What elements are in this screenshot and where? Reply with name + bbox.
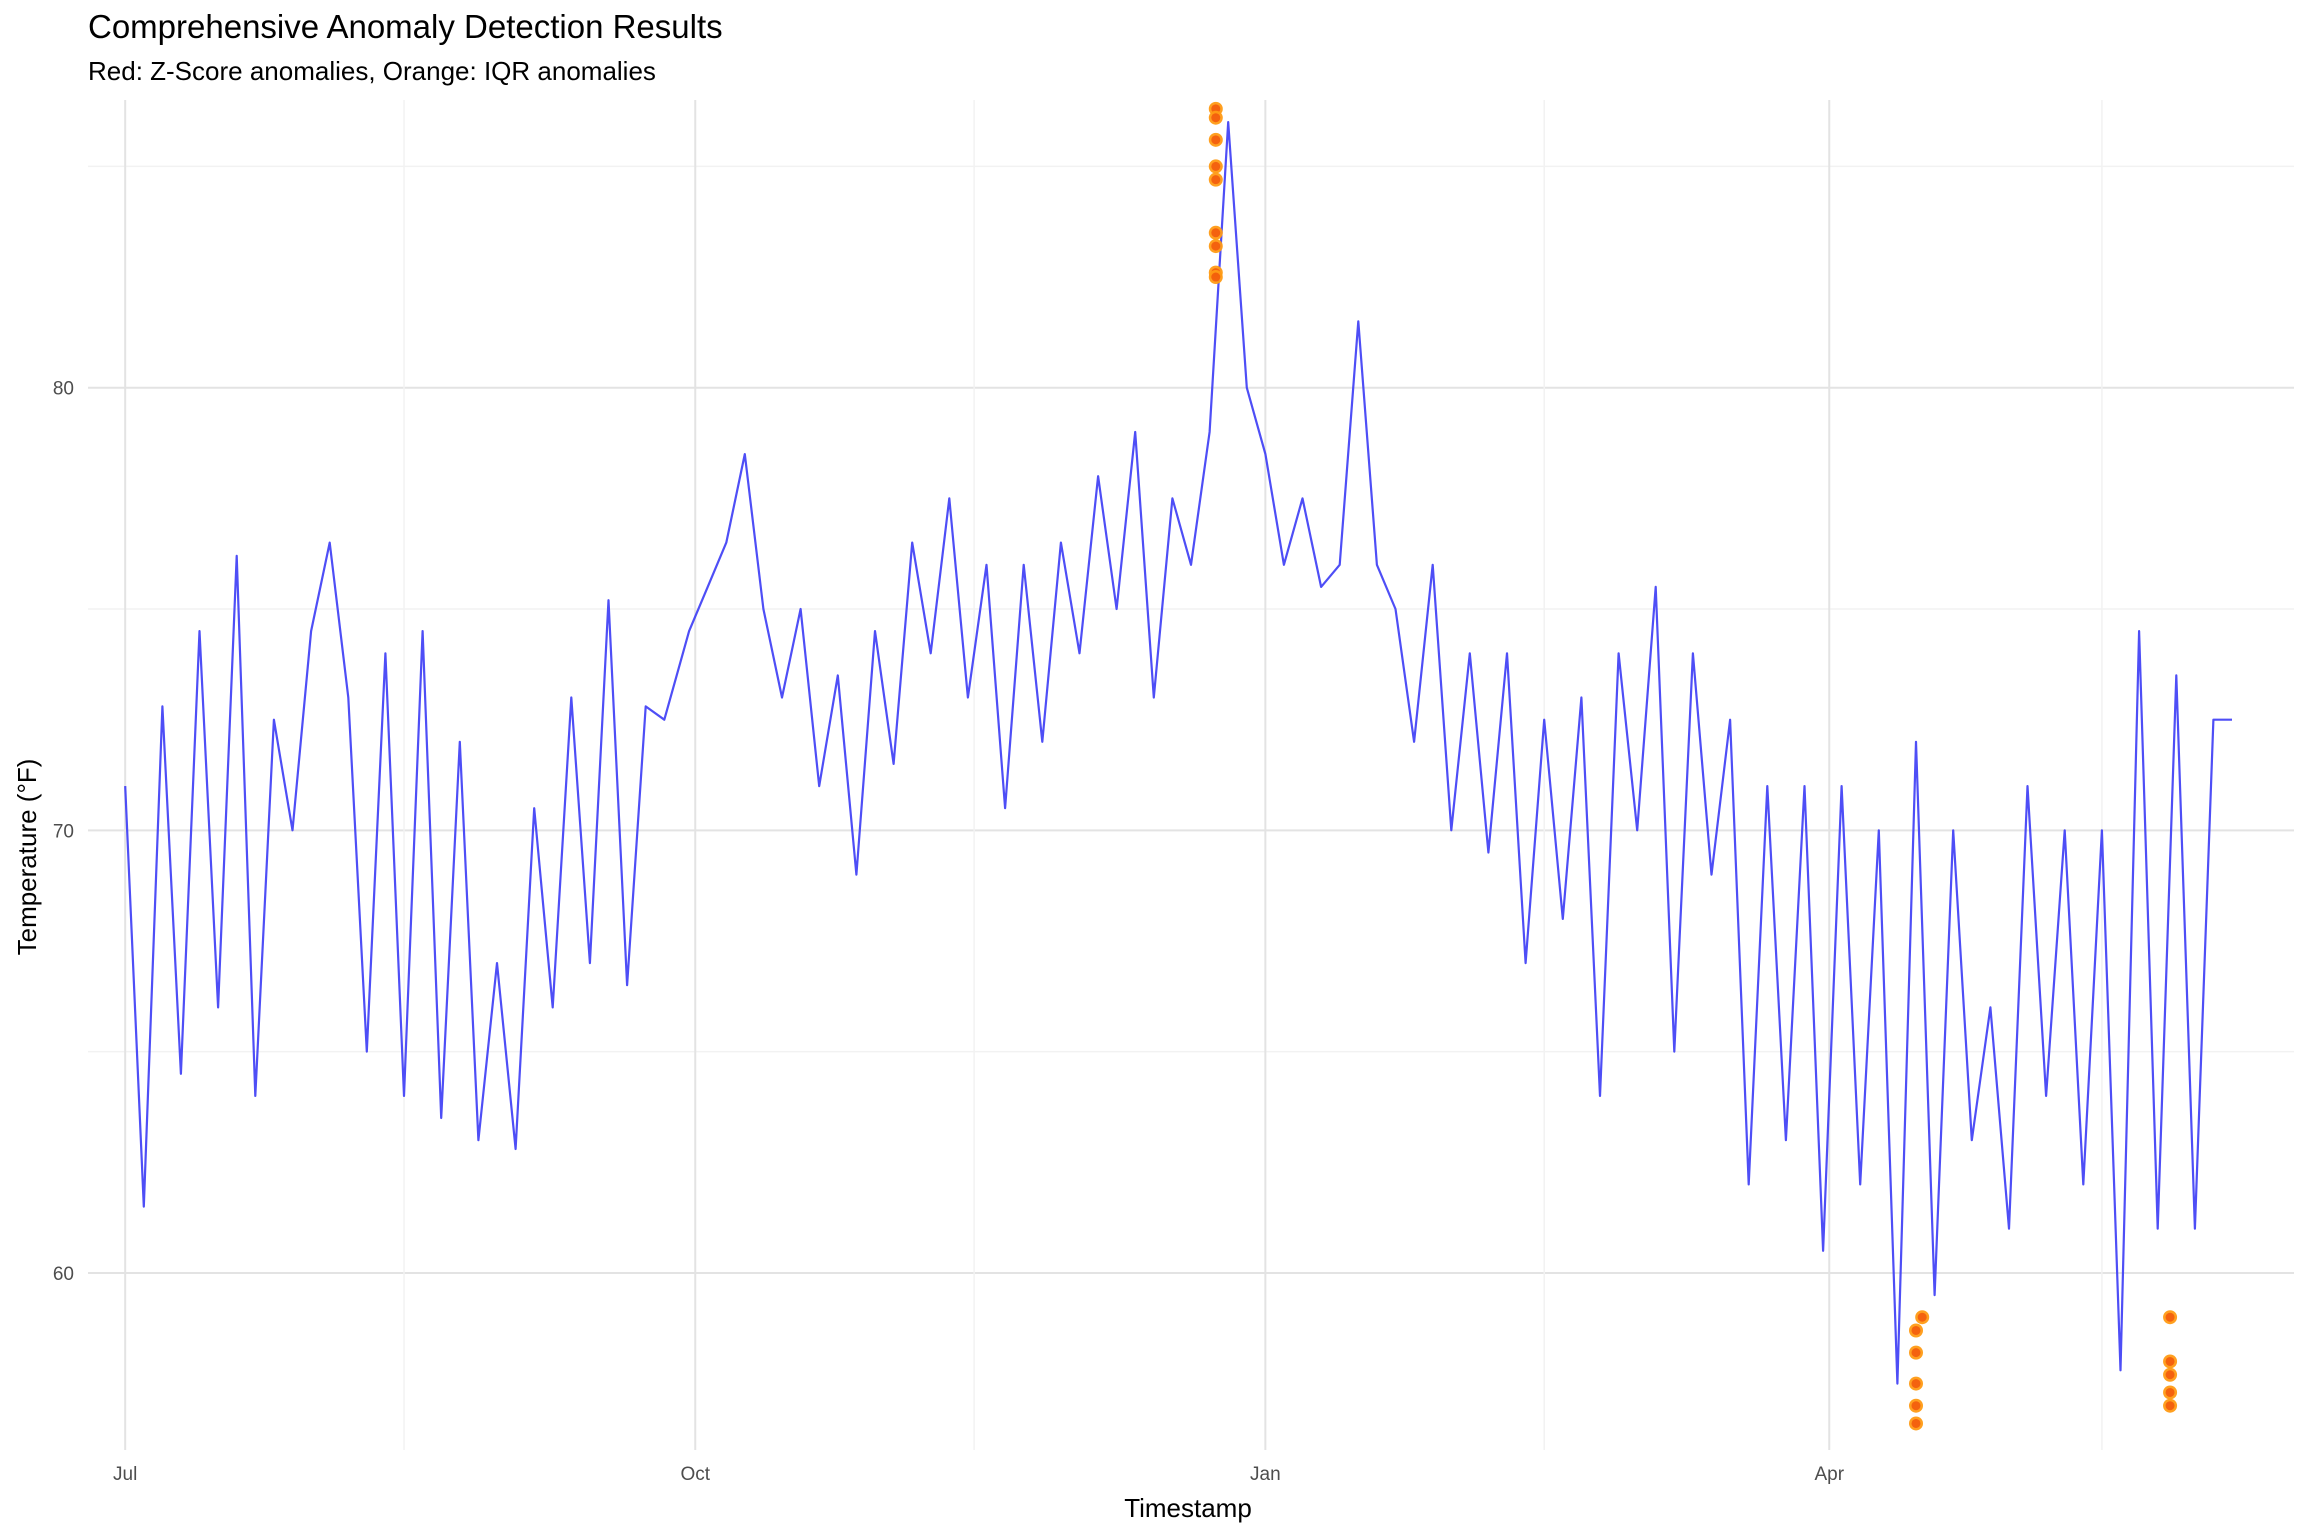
- x-tick-label: Jul: [113, 1464, 137, 1485]
- temperature-line: [124, 120, 2232, 1385]
- y-tick-label: 70: [53, 821, 74, 842]
- x-axis-title: Timestamp: [1124, 1493, 1252, 1523]
- zscore-anomaly-point: [1911, 1325, 1921, 1335]
- zscore-anomaly-point: [2165, 1387, 2175, 1397]
- zscore-anomaly-point: [1917, 1312, 1927, 1322]
- x-tick-label: Apr: [1814, 1464, 1844, 1485]
- zscore-anomaly-point: [1911, 1348, 1921, 1358]
- zscore-anomaly-point: [1911, 1379, 1921, 1389]
- chart-subtitle: Red: Z-Score anomalies, Orange: IQR anom…: [88, 56, 656, 86]
- zscore-anomaly-point: [1211, 272, 1221, 282]
- zscore-anomaly-point: [1211, 241, 1221, 251]
- anomaly-points: [1208, 101, 2178, 1431]
- x-tick-label: Jan: [1250, 1464, 1281, 1485]
- y-tick-label: 60: [53, 1264, 74, 1285]
- zscore-anomaly-point: [2165, 1312, 2175, 1322]
- zscore-anomaly-point: [1911, 1401, 1921, 1411]
- zscore-anomaly-point: [2165, 1356, 2175, 1366]
- temperature-series: [124, 120, 2232, 1385]
- zscore-anomaly-point: [1211, 161, 1221, 171]
- zscore-anomaly-point: [1211, 113, 1221, 123]
- y-tick-label: 80: [53, 379, 74, 400]
- zscore-anomaly-point: [2165, 1401, 2175, 1411]
- axes: 60 70 80 Jul Oct Jan Apr: [53, 379, 1845, 1485]
- zscore-anomaly-point: [2165, 1370, 2175, 1380]
- zscore-anomaly-point: [1211, 135, 1221, 145]
- chart-title: Comprehensive Anomaly Detection Results: [88, 8, 723, 45]
- y-axis-title: Temperature (°F): [12, 759, 42, 956]
- zscore-anomaly-point: [1211, 228, 1221, 238]
- zscore-anomaly-point: [1211, 175, 1221, 185]
- zscore-anomaly-point: [1911, 1418, 1921, 1428]
- grid: [88, 100, 2294, 1450]
- x-tick-label: Oct: [680, 1464, 710, 1485]
